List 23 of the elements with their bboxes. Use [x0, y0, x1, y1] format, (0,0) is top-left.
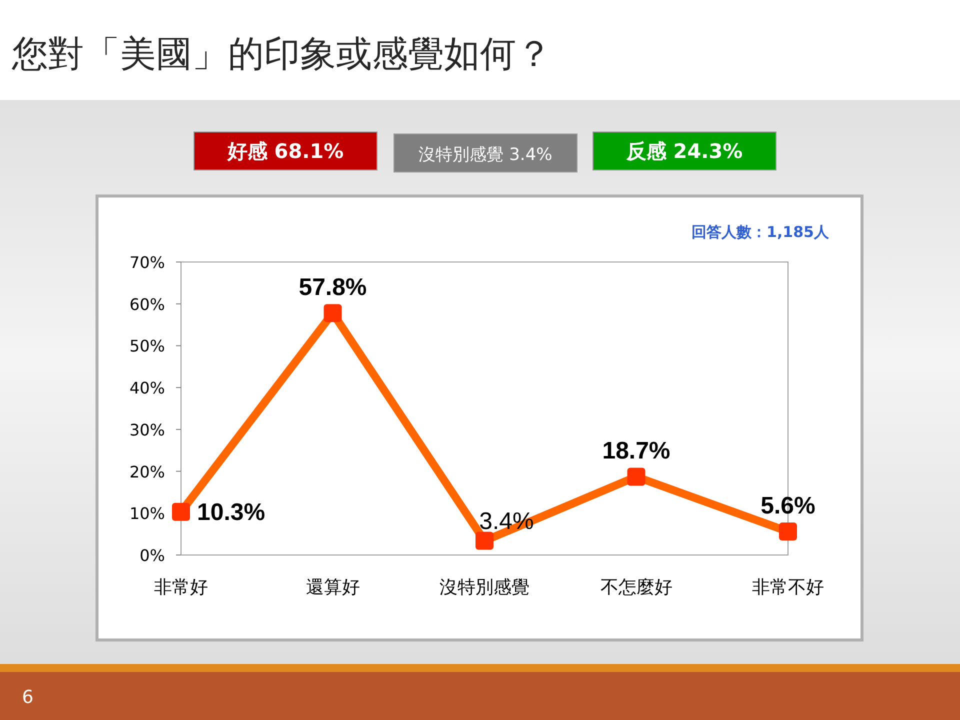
x-tick-label: 不怎麼好 — [600, 577, 672, 598]
x-tick-label: 非常不好 — [752, 577, 824, 598]
text: 6 — [22, 687, 34, 708]
y-tick-label: 50% — [129, 336, 165, 356]
data-label: 18.7% — [602, 438, 670, 465]
y-tick-label: 70% — [129, 253, 165, 272]
data-label: 5.6% — [760, 492, 816, 520]
y-tick-label: 40% — [129, 378, 165, 398]
y-tick-label: 10% — [129, 504, 165, 524]
x-tick-label: 非常好 — [154, 577, 208, 598]
data-label: 57.8% — [298, 274, 367, 302]
y-tick-label: 30% — [129, 420, 165, 440]
chart-title: 您對「美國」的印象或感覺如何？ — [11, 34, 552, 75]
text: 反感 24.3% — [625, 139, 743, 163]
x-tick-label: 沒特別感覺 — [440, 577, 530, 598]
text: 沒特別感覺 3.4% — [418, 145, 552, 165]
x-tick-label: 還算好 — [306, 577, 360, 598]
text: 好感 68.1% — [226, 139, 344, 163]
data-label: 10.3% — [197, 498, 266, 526]
y-tick-label: 0% — [140, 546, 165, 565]
y-tick-label: 20% — [129, 462, 165, 482]
y-tick-label: 60% — [129, 294, 165, 314]
text: 回答人數：1,185人 — [692, 223, 830, 241]
